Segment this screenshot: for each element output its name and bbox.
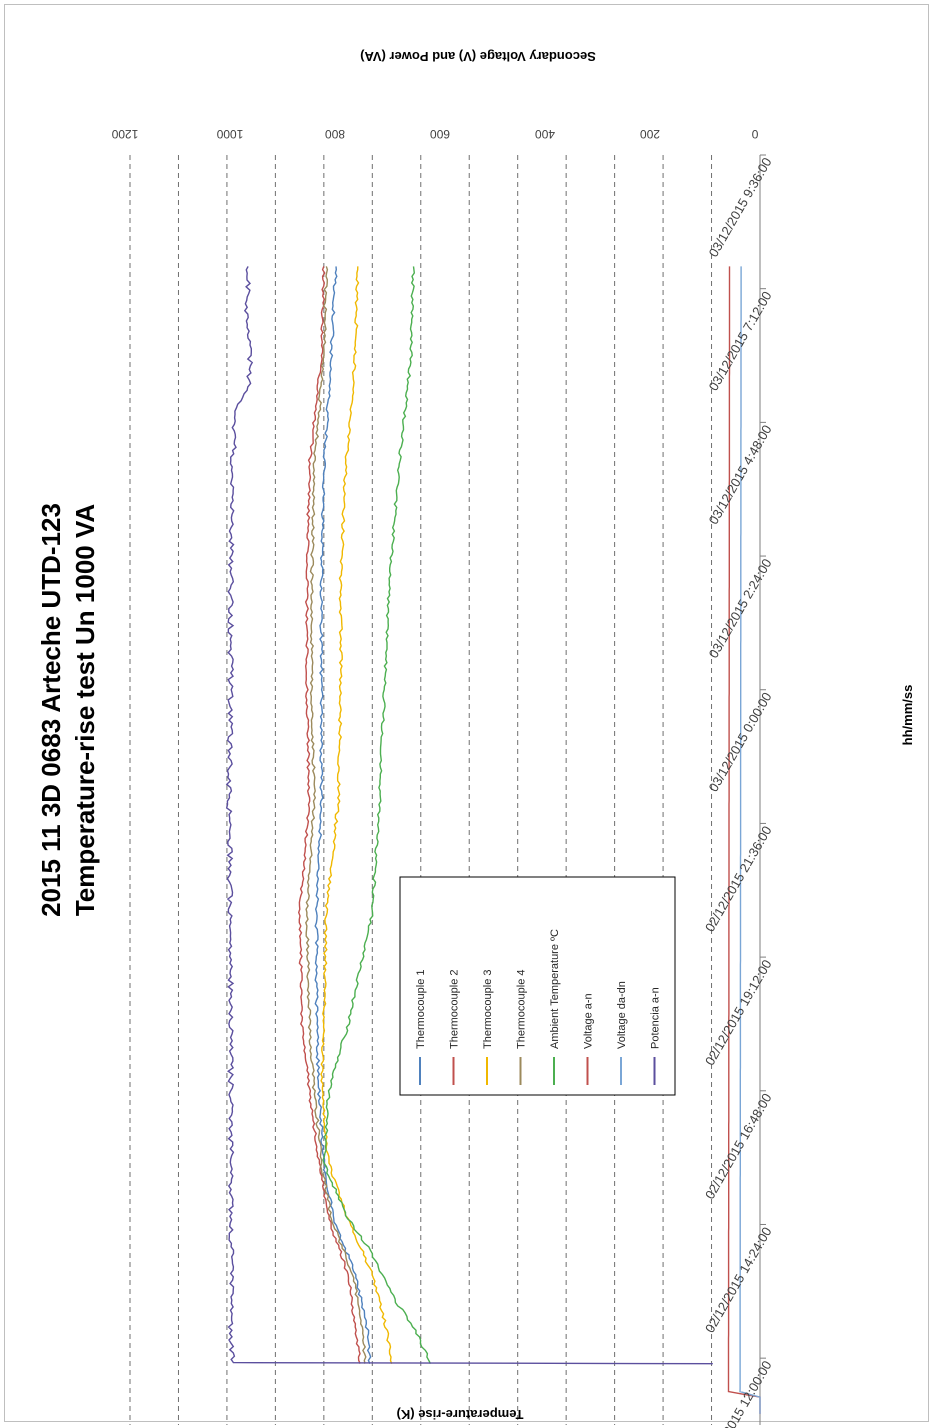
legend-label: Thermocouple 2: [449, 970, 461, 1050]
y-axis-right-label: Secondary Voltage (V) and Power (VA): [360, 49, 596, 64]
axis-ticks: 0246810121416182022242602004006008001000…: [111, 127, 774, 1428]
legend-label: Ambient Temperature ºC: [549, 929, 561, 1049]
x-axis-label: hh/mm/ss: [900, 685, 915, 746]
x-tick-label: 02/12/2015 14:24:00: [702, 1224, 775, 1335]
x-tick-label: 03/12/2015 4:48:00: [706, 422, 775, 527]
title-group: 2015 11 3D 0683 Arteche UTD-123 Temperat…: [36, 503, 100, 917]
grid: [129, 155, 761, 1425]
x-tick-label: 02/12/2015 21:36:00: [702, 823, 775, 934]
x-tick-label: 03/12/2015 9:36:00: [706, 155, 775, 260]
y-right-tick-label: 800: [325, 127, 345, 141]
legend-box: [399, 876, 676, 1096]
x-tick-label: 03/12/2015 7:12:00: [706, 289, 775, 394]
series-lines: [225, 266, 761, 1414]
series-line: [297, 266, 361, 1364]
legend-label: Voltage a-n: [583, 993, 595, 1049]
y-right-tick-label: 0: [751, 127, 758, 141]
series-line: [320, 266, 393, 1364]
series-line: [322, 266, 432, 1365]
y-right-tick-label: 400: [535, 127, 555, 141]
y-axis-left-label: Temperature-rise (K): [397, 1407, 524, 1422]
chart-frame: [4, 4, 929, 1422]
chart-title: 2015 11 3D 0683 Arteche UTD-123: [36, 503, 66, 917]
legend-label: Voltage da-dn: [616, 981, 628, 1049]
legend-label: Thermocouple 4: [516, 970, 528, 1050]
legend-label: Thermocouple 3: [482, 970, 494, 1050]
chart-subtitle: Temperature-rise test Un 1000 VA: [70, 504, 100, 917]
y-right-tick-label: 1000: [216, 127, 243, 141]
legend: Thermocouple 1 Thermocouple 2 Thermocouple…: [399, 876, 676, 1096]
y-right-tick-label: 200: [640, 127, 660, 141]
y-right-tick-label: 1200: [111, 127, 138, 141]
series-line: [727, 266, 761, 1414]
x-tick-label: 02/12/2015 19:12:00: [702, 957, 775, 1068]
legend-label: Potencia a-n: [650, 987, 662, 1049]
x-tick-label: 02/12/2015 16:48:00: [702, 1091, 775, 1202]
series-line: [314, 266, 372, 1364]
legend-label: Thermocouple 1: [415, 970, 427, 1050]
series-line: [739, 266, 761, 1414]
series-line: [225, 266, 713, 1365]
y-right-tick-label: 600: [430, 127, 450, 141]
series-line: [305, 266, 367, 1364]
